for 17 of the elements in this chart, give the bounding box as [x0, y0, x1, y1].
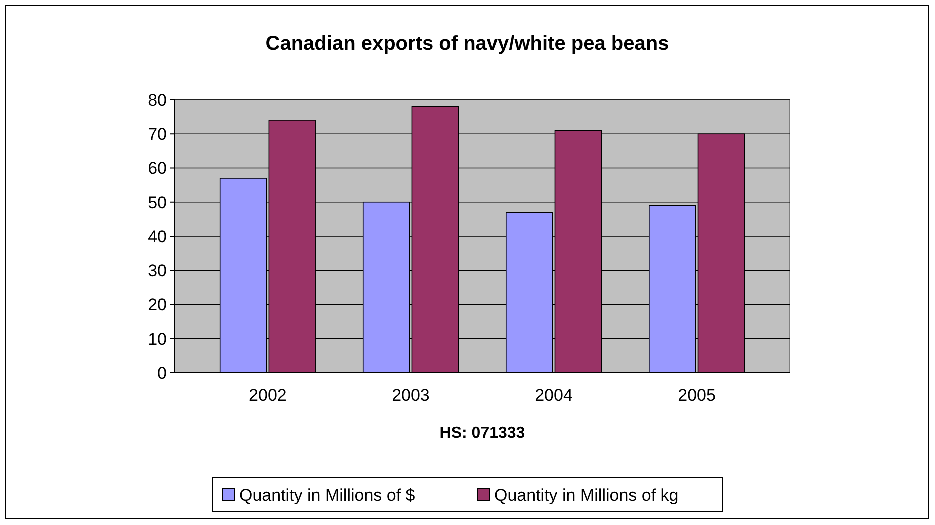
- y-tick-label: 0: [158, 364, 167, 383]
- y-tick-label: 20: [148, 296, 167, 315]
- legend-label: Quantity in Millions of $: [240, 486, 416, 505]
- x-tick-label: 2004: [535, 386, 573, 405]
- x-tick-label: 2005: [678, 386, 716, 405]
- x-tick-label: 2003: [392, 386, 430, 405]
- y-tick-label: 30: [148, 262, 167, 281]
- y-tick-label: 50: [148, 193, 167, 212]
- legend-label: Quantity in Millions of kg: [494, 486, 679, 505]
- chart-title: Canadian exports of navy/white pea beans: [266, 33, 670, 55]
- y-tick-label: 70: [148, 125, 167, 144]
- y-tick-label: 10: [148, 330, 167, 349]
- y-tick-label: 80: [148, 90, 167, 110]
- x-axis-title: HS: 071333: [440, 425, 526, 442]
- y-tick-label: 40: [148, 227, 167, 246]
- x-tick-label: 2002: [249, 386, 287, 405]
- y-tick-label: 60: [148, 159, 167, 178]
